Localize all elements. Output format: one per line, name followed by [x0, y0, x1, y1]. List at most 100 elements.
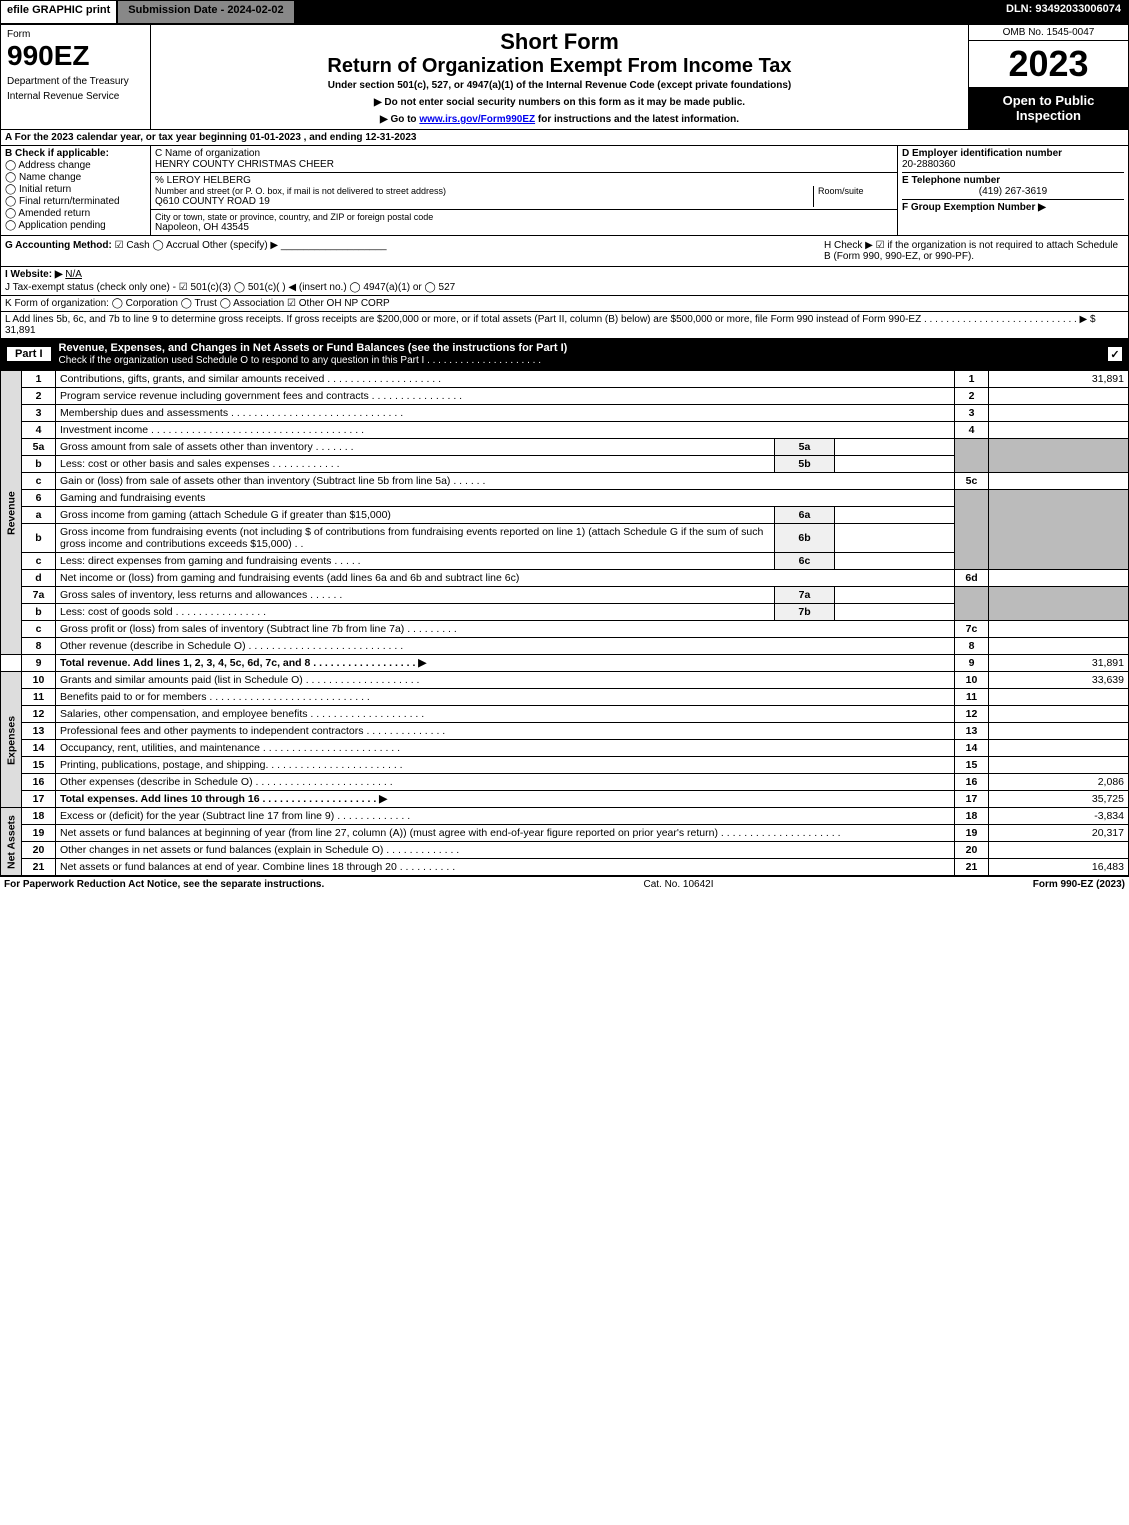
line-12-text: Salaries, other compensation, and employ…	[56, 706, 955, 723]
section-l-value: 31,891	[5, 325, 36, 336]
section-i: I Website: ▶ N/A J Tax-exempt status (ch…	[0, 267, 1129, 296]
chk-initial-return[interactable]: ◯ Initial return	[5, 184, 146, 195]
city: Napoleon, OH 43545	[155, 222, 893, 233]
open-to-public: Open to Public Inspection	[969, 87, 1128, 129]
line-14-text: Occupancy, rent, utilities, and maintena…	[56, 740, 955, 757]
section-a: A For the 2023 calendar year, or tax yea…	[0, 130, 1129, 146]
org-name-label: C Name of organization	[155, 148, 893, 159]
line-6-num: 6	[22, 490, 56, 507]
line-6a-num: a	[22, 507, 56, 524]
line-16-num: 16	[22, 774, 56, 791]
chk-amended[interactable]: ◯ Amended return	[5, 208, 146, 219]
line-6c-sub: 6c	[775, 553, 835, 570]
line-6-greyval	[989, 490, 1129, 570]
line-3-num: 3	[22, 405, 56, 422]
efile-label[interactable]: efile GRAPHIC print	[0, 0, 117, 24]
line-14-value	[989, 740, 1129, 757]
line-1-value: 31,891	[989, 371, 1129, 388]
group-exemption-label: F Group Exemption Number ▶	[902, 199, 1124, 213]
section-l-text: L Add lines 5b, 6c, and 7b to line 9 to …	[5, 314, 1096, 325]
part-1-check-icon: ✓	[1108, 347, 1122, 361]
instructions-link-row: ▶ Go to www.irs.gov/Form990EZ for instru…	[155, 114, 964, 125]
line-13-text: Professional fees and other payments to …	[56, 723, 955, 740]
line-9-num: 9	[22, 655, 56, 672]
line-7b-num: b	[22, 604, 56, 621]
line-7b-sub: 7b	[775, 604, 835, 621]
telephone: (419) 267-3619	[902, 186, 1124, 197]
line-6-text: Gaming and fundraising events	[56, 490, 955, 507]
line-7c-box: 7c	[955, 621, 989, 638]
part-1-header: Part I Revenue, Expenses, and Changes in…	[0, 339, 1129, 370]
line-20-box: 20	[955, 842, 989, 859]
chk-address-change[interactable]: ◯ Address change	[5, 160, 146, 171]
footer-left: For Paperwork Reduction Act Notice, see …	[4, 879, 324, 890]
section-k: K Form of organization: ◯ Corporation ◯ …	[0, 296, 1129, 312]
line-19-num: 19	[22, 825, 56, 842]
line-2-box: 2	[955, 388, 989, 405]
line-6a-sub: 6a	[775, 507, 835, 524]
chk-final-return[interactable]: ◯ Final return/terminated	[5, 196, 146, 207]
line-10-text: Grants and similar amounts paid (list in…	[56, 672, 955, 689]
line-9-value: 31,891	[989, 655, 1129, 672]
revenue-sidebar: Revenue	[1, 371, 22, 655]
ein-label: D Employer identification number	[902, 148, 1124, 159]
line-5c-box: 5c	[955, 473, 989, 490]
line-6a-text: Gross income from gaming (attach Schedul…	[56, 507, 775, 524]
line-5c-text: Gain or (loss) from sale of assets other…	[56, 473, 955, 490]
line-8-num: 8	[22, 638, 56, 655]
line-20-text: Other changes in net assets or fund bala…	[56, 842, 955, 859]
line-15-text: Printing, publications, postage, and shi…	[56, 757, 955, 774]
form-number: 990EZ	[7, 40, 144, 72]
line-6b-subval	[835, 524, 955, 553]
line-15-num: 15	[22, 757, 56, 774]
line-9-box: 9	[955, 655, 989, 672]
line-3-box: 3	[955, 405, 989, 422]
line-6-greybox	[955, 490, 989, 570]
line-5a-text: Gross amount from sale of assets other t…	[56, 439, 775, 456]
line-21-box: 21	[955, 859, 989, 876]
section-gh: G Accounting Method: ☑ Cash ◯ Accrual Ot…	[0, 236, 1129, 267]
line-8-value	[989, 638, 1129, 655]
dept-irs: Internal Revenue Service	[7, 91, 144, 102]
line-18-num: 18	[22, 808, 56, 825]
submission-date: Submission Date - 2024-02-02	[117, 0, 294, 24]
line-16-text: Other expenses (describe in Schedule O) …	[56, 774, 955, 791]
chk-cash[interactable]: ☑ Cash	[115, 240, 150, 251]
accounting-label: G Accounting Method:	[5, 240, 112, 251]
street: Q610 COUNTY ROAD 19	[155, 196, 813, 207]
line-6c-subval	[835, 553, 955, 570]
chk-name-change[interactable]: ◯ Name change	[5, 172, 146, 183]
top-bar: efile GRAPHIC print Submission Date - 20…	[0, 0, 1129, 24]
part-1-label: Part I	[7, 347, 51, 361]
dept-treasury: Department of the Treasury	[7, 76, 144, 87]
section-l: L Add lines 5b, 6c, and 7b to line 9 to …	[0, 312, 1129, 339]
line-2-num: 2	[22, 388, 56, 405]
line-1-text: Contributions, gifts, grants, and simila…	[56, 371, 955, 388]
street-label: Number and street (or P. O. box, if mail…	[155, 186, 813, 196]
line-21-text: Net assets or fund balances at end of ye…	[56, 859, 955, 876]
line-21-num: 21	[22, 859, 56, 876]
line-13-num: 13	[22, 723, 56, 740]
instructions-suffix: for instructions and the latest informat…	[535, 114, 739, 125]
line-7ab-greyval	[989, 587, 1129, 621]
line-6d-value	[989, 570, 1129, 587]
section-b: B Check if applicable: ◯ Address change …	[1, 146, 151, 235]
line-17-box: 17	[955, 791, 989, 808]
section-h: H Check ▶ ☑ if the organization is not r…	[824, 240, 1124, 262]
line-12-num: 12	[22, 706, 56, 723]
line-5a-num: 5a	[22, 439, 56, 456]
line-21-value: 16,483	[989, 859, 1129, 876]
line-16-box: 16	[955, 774, 989, 791]
netassets-sidebar: Net Assets	[1, 808, 22, 876]
chk-accrual[interactable]: ◯ Accrual	[153, 240, 200, 251]
line-7c-text: Gross profit or (loss) from sales of inv…	[56, 621, 955, 638]
line-2-text: Program service revenue including govern…	[56, 388, 955, 405]
irs-link[interactable]: www.irs.gov/Form990EZ	[419, 114, 535, 125]
line-3-text: Membership dues and assessments . . . . …	[56, 405, 955, 422]
care-of: % LEROY HELBERG	[155, 175, 893, 186]
form-subtitle: Under section 501(c), 527, or 4947(a)(1)…	[155, 80, 964, 91]
line-7a-num: 7a	[22, 587, 56, 604]
ein: 20-2880360	[902, 159, 1124, 170]
chk-app-pending[interactable]: ◯ Application pending	[5, 220, 146, 231]
line-5c-num: c	[22, 473, 56, 490]
